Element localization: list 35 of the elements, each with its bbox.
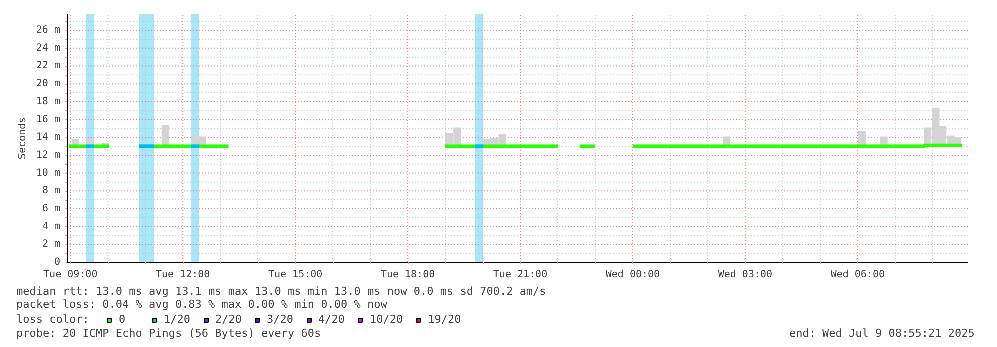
y-tick-label: 14 m xyxy=(36,132,61,144)
y-tick-label: 26 m xyxy=(36,25,61,36)
y-tick-label: 20 m xyxy=(36,78,61,90)
text: median rtt: 13.0 ms avg 13.1 ms max 13.0 ms min 13.0 ms now 0.0 ms sd 700.2 am/s xyxy=(16,285,546,298)
y-tick-label: 6 m xyxy=(42,203,60,214)
legend-label: 0 xyxy=(119,313,127,326)
x-tick-label: Tue 12:00 xyxy=(156,270,210,280)
y-tick-label: 2 m xyxy=(42,239,60,250)
y-axis-title: Seconds xyxy=(17,117,28,160)
y-tick-label: 12 m xyxy=(36,150,61,161)
legend-label: 1/20 xyxy=(164,313,190,326)
y-tick-label: 22 m xyxy=(36,60,61,72)
x-tick-label: Tue 09:00 xyxy=(44,270,98,280)
text: packet loss: 0.04 % avg 0.83 % max 0.00 % min 0.00 % now xyxy=(16,298,388,311)
y-tick-label: 0 xyxy=(54,257,61,268)
y-tick-label: 16 m xyxy=(36,114,61,126)
legend-label: 3/20 xyxy=(267,313,294,326)
y-tick-label: 18 m xyxy=(36,96,61,108)
x-tick-label: Tue 18:00 xyxy=(380,270,436,280)
x-tick-label: Wed 03:00 xyxy=(718,270,773,280)
legend-label: 10/20 xyxy=(370,313,404,326)
legend-label: 19/20 xyxy=(428,313,462,326)
y-tick-label: 4 m xyxy=(42,221,60,232)
y-tick-label: 24 m xyxy=(36,42,61,54)
x-tick-label: Wed 00:00 xyxy=(606,270,660,280)
text: end: Wed Jul 9 08:55:21 2025 xyxy=(789,327,975,340)
legend-title: loss color: xyxy=(16,313,90,326)
y-tick-label: 8 m xyxy=(42,186,60,197)
legend-label: 2/20 xyxy=(216,313,242,326)
legend-label: 4/20 xyxy=(318,313,345,326)
text: probe: 20 ICMP Echo Pings (56 Bytes) every 60s xyxy=(16,327,322,340)
y-tick-label: 10 m xyxy=(36,168,61,179)
x-tick-label: Wed 06:00 xyxy=(830,270,885,280)
x-tick-label: Tue 15:00 xyxy=(268,270,323,280)
x-tick-label: Tue 21:00 xyxy=(493,270,548,280)
